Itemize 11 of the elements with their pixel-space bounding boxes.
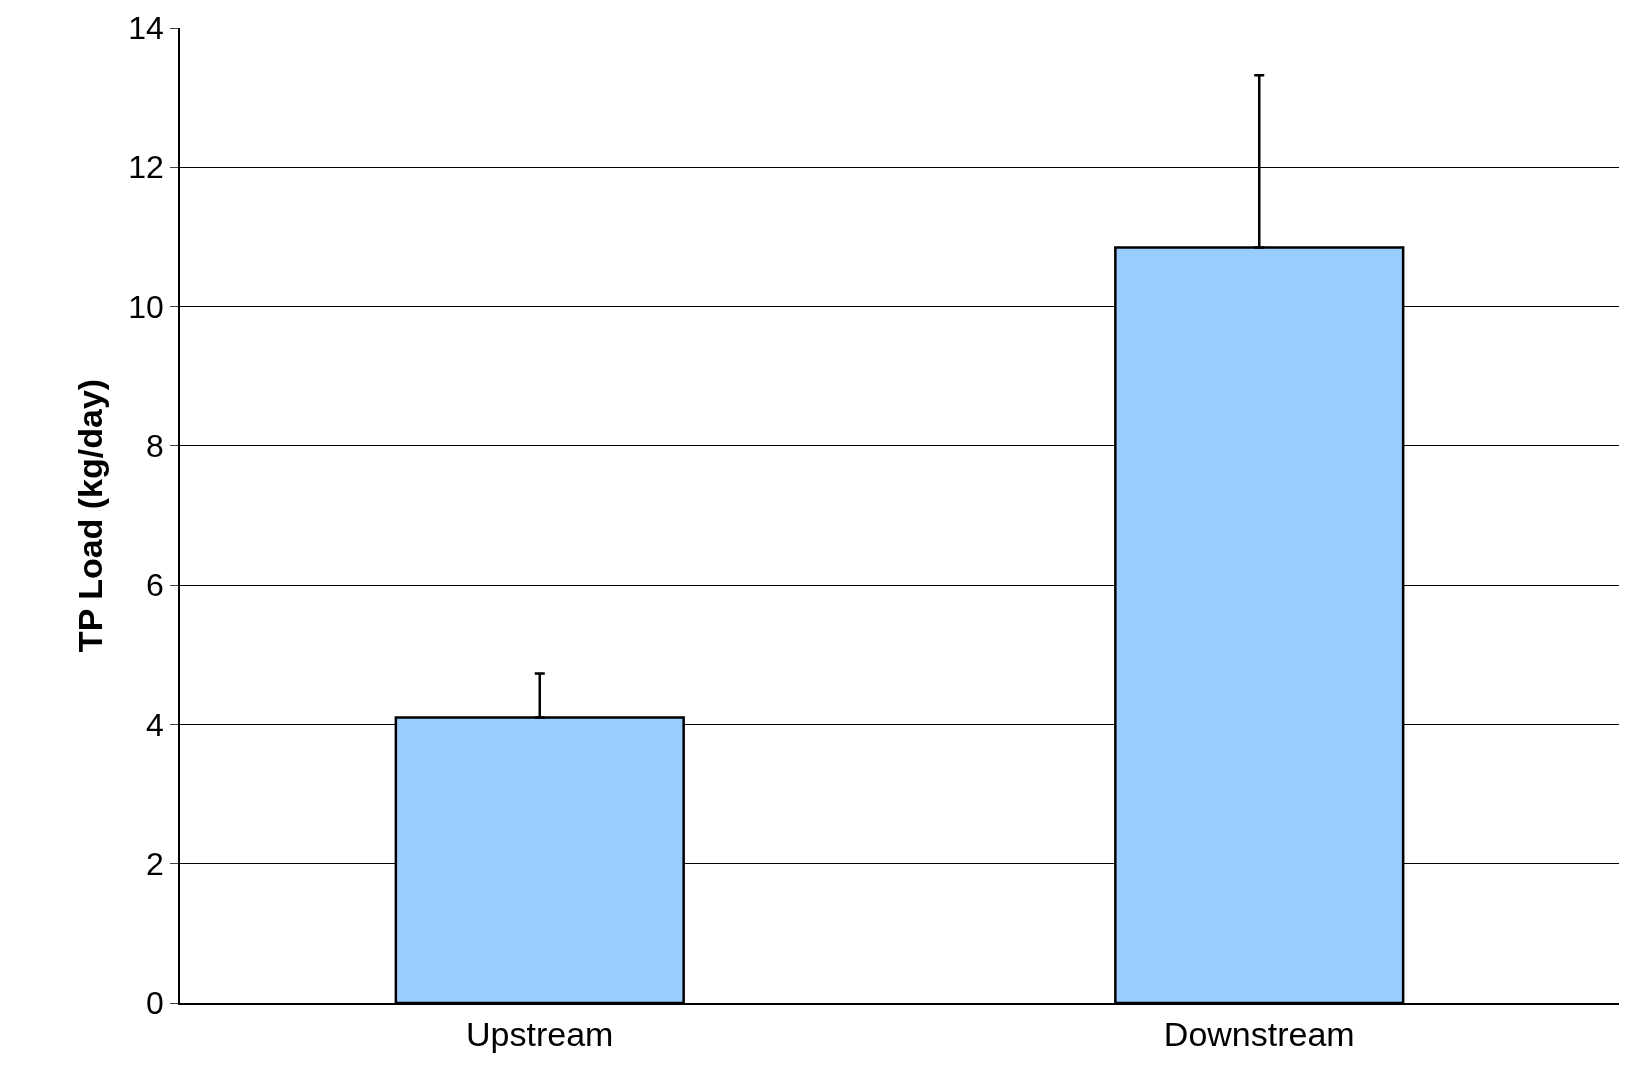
x-tick-label: Downstream bbox=[1163, 1014, 1355, 1053]
y-tick-label: 4 bbox=[146, 706, 164, 743]
y-tick-label: 0 bbox=[146, 985, 164, 1022]
x-tick-label: Upstream bbox=[466, 1014, 614, 1053]
y-tick-label: 6 bbox=[146, 567, 164, 604]
y-tick-label: 8 bbox=[146, 428, 164, 465]
y-tick-label: 2 bbox=[146, 845, 164, 882]
y-tick-label: 14 bbox=[128, 10, 164, 47]
y-tick-label: 12 bbox=[128, 149, 164, 186]
y-tick-label: 10 bbox=[128, 288, 164, 325]
y-axis-title: TP Load (kg/day) bbox=[71, 378, 110, 653]
